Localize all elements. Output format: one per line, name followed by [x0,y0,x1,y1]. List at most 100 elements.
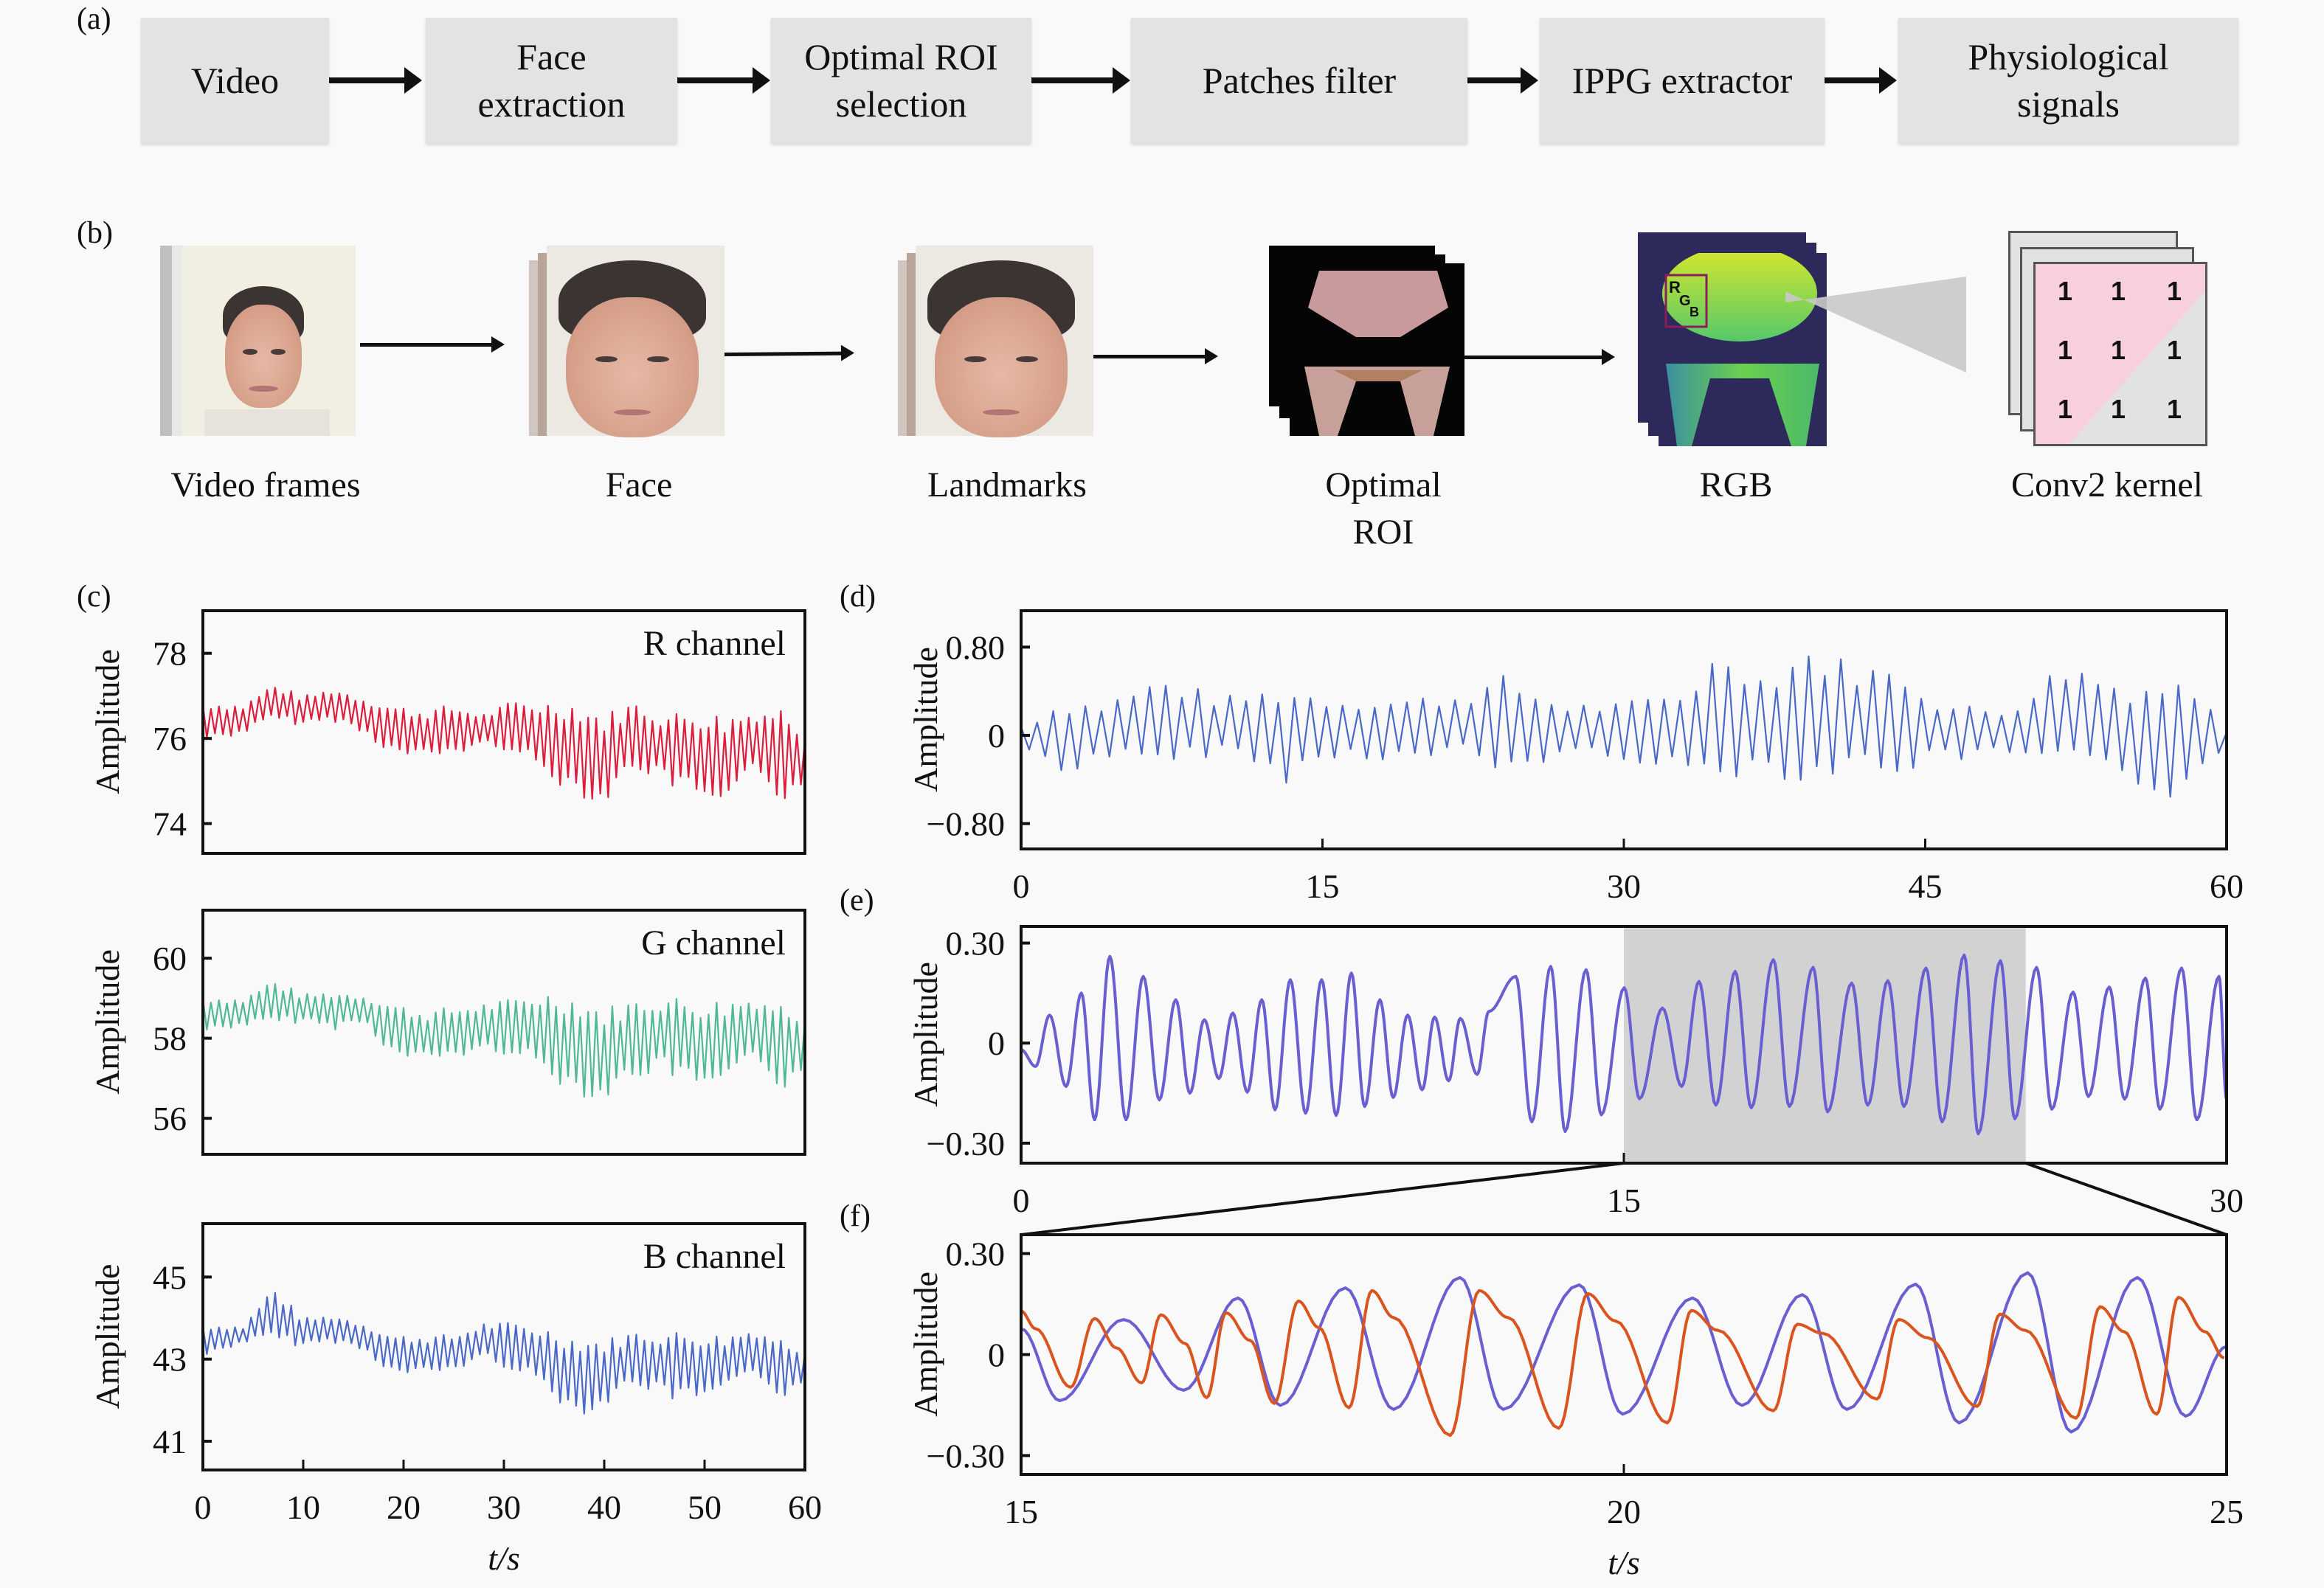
arrow-right-icon [1464,349,1615,365]
flow-step-face-extraction: Face extraction [426,18,677,143]
panel-label-a: (a) [77,2,111,36]
y-axis-label: Amplitude [89,949,126,1095]
y-tick-label: 74 [153,805,187,843]
kernel-value: 1 [2111,335,2126,365]
connector-line-right [2024,1162,2227,1236]
kernel-value: 1 [2058,335,2073,365]
chart-c3: 41 43 45 0 10 20 30 40 50 60 [153,1222,822,1526]
roi-mask-graphic [1304,271,1450,436]
flow-step-label: IPPG extractor [1571,60,1793,101]
y-tick-label: 45 [153,1258,187,1296]
zoom-projection-wedge [1785,277,1966,372]
series-line-1 [1021,1271,2227,1434]
kernel-value: 1 [2167,335,2182,365]
chart-title-b-channel: B channel [643,1237,786,1276]
x-tick-label: 15 [1607,1182,1641,1219]
y-axis-label: Amplitude [89,649,126,794]
x-tick-label: 40 [587,1488,621,1526]
x-tick-label: 45 [1909,867,1943,905]
kernel-value: 1 [2058,394,2073,424]
x-tick-label: 20 [387,1488,421,1526]
series-line-1 [203,982,805,1098]
kernel-value: 1 [2167,394,2182,424]
y-axis-label: Amplitude [907,647,944,792]
y-tick-label: 0 [988,717,1005,755]
label-optimal-roi: Optimal ROI [1325,465,1442,552]
arrow-right-icon [677,67,770,94]
kernel-value: 1 [2167,276,2182,306]
kernel-value: 1 [2058,276,2073,306]
panel-label-b: (b) [77,216,113,250]
y-tick-label: 0.30 [946,1235,1006,1273]
kernel-pink-triangle [2036,264,2205,444]
video-frames-image [160,246,356,436]
conv2-kernel-image: 1 1 1 1 1 1 1 1 1 [2008,231,2207,446]
panel-label-e: (e) [840,884,874,918]
zoom-connector-lines [1020,1162,2227,1236]
label-face: Face [605,465,673,505]
series-line-2 [1021,1289,2225,1438]
plot-area [1021,611,2227,849]
panel-label-f: (f) [840,1199,871,1233]
x-axis-label-text: t/s [488,1539,519,1577]
rgb-heatmap-graphic [1662,253,1819,446]
x-tick-label: 30 [2210,1182,2244,1219]
arrow-right-icon [1031,67,1130,94]
y-tick-label: −0.30 [927,1437,1005,1474]
label-video-frames: Video frames [170,465,361,505]
kernel-value: 1 [2111,276,2126,306]
arrow-right-icon [1093,348,1218,364]
series-line-1 [203,1291,805,1415]
y-tick-label: −0.80 [927,805,1005,843]
plot-area [203,910,805,1154]
y-axis-label: Amplitude [907,1272,944,1417]
y-tick-label: 43 [153,1341,187,1379]
landmarks-image [898,246,1093,437]
y-tick-label: 41 [153,1423,187,1460]
x-axis-label: t/s [488,1539,519,1577]
flow-step-video: Video [141,18,329,143]
x-tick-label: 0 [1013,1182,1030,1219]
arrow-right-icon [329,67,422,94]
arrow-right-icon [1825,67,1897,94]
x-tick-label: 10 [286,1488,320,1526]
plot-frame [201,609,806,855]
x-tick-label: 20 [1607,1493,1641,1530]
y-tick-label: 78 [153,635,187,673]
chart-f: −0.30 0 0.30 15 20 25 [927,1233,2244,1530]
y-tick-label: 60 [153,940,187,977]
rgb-letter-r: R [1669,278,1681,297]
rgb-letter-b: B [1690,305,1699,319]
flow-step-label: Physiological signals [1968,36,2169,125]
optimal-roi-image [1269,246,1464,436]
y-tick-label: 0.80 [946,628,1006,666]
x-tick-label: 30 [1607,867,1641,905]
y-tick-label: 0.30 [946,925,1006,963]
y-tick-label: 56 [153,1100,187,1137]
face-image [529,246,724,437]
y-tick-label: −0.30 [927,1125,1005,1162]
arrow-right-icon [1467,67,1538,94]
y-tick-label: 0 [988,1336,1005,1374]
flow-step-patches-filter: Patches filter [1131,18,1467,143]
series-line-1 [1021,953,2227,1136]
x-tick-label: 30 [487,1488,521,1526]
x-tick-label: 0 [195,1488,212,1526]
chart-c2: 56 58 60 [153,909,806,1156]
chart-title-r-channel: R channel [643,624,786,663]
plot-area [203,1224,805,1470]
chart-title-g-channel: G channel [641,923,786,963]
label-rgb: RGB [1699,465,1773,505]
x-tick-label: 50 [688,1488,722,1526]
plot-area [203,611,805,853]
y-axis-label: Amplitude [89,1264,126,1410]
flow-step-ippg-extractor: IPPG extractor [1540,18,1825,143]
y-tick-label: 58 [153,1020,187,1058]
x-tick-label: 25 [2210,1493,2244,1530]
flow-step-optimal-roi: Optimal ROI selection [771,18,1031,143]
label-conv2-kernel: Conv2 kernel [2011,465,2203,505]
highlight-region [1624,926,2026,1163]
